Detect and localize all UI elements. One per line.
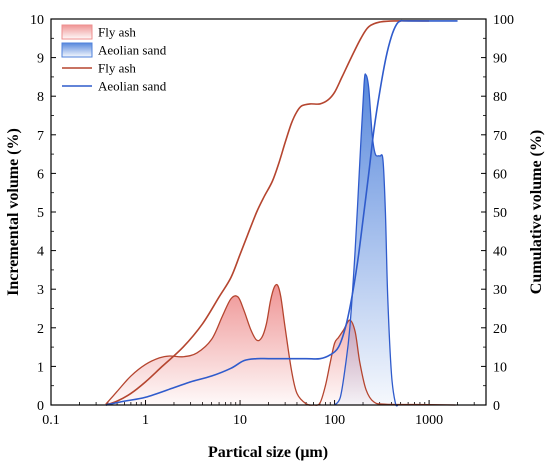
y-left-tick-label: 7 (37, 129, 44, 144)
x-tick-label: 0.1 (42, 413, 60, 428)
y-right-tick-label: 90 (493, 52, 507, 67)
fly-ash-cumulative-line (105, 20, 430, 406)
y-right-tick-label: 30 (493, 283, 507, 298)
y-right-tick-label: 40 (493, 245, 507, 260)
x-axis-title: Partical size (μm) (208, 444, 328, 461)
x-tick-label: 10 (233, 413, 247, 428)
y-right-tick-label: 80 (493, 90, 507, 105)
y-left-tick-label: 0 (37, 399, 44, 414)
legend-swatch-aeolian-sand-area (61, 42, 93, 58)
x-tick-label: 100 (324, 413, 345, 428)
y-left-tick-label: 4 (37, 245, 44, 260)
legend-label: Aeolian sand (98, 43, 167, 58)
y-left-tick-label: 1 (37, 360, 44, 375)
y-right-tick-label: 70 (493, 129, 507, 144)
legend: Fly ash Aeolian sand Fly ash Aeolian sand (61, 24, 167, 94)
y-left-tick-label: 8 (37, 90, 44, 105)
y-right-tick-label: 10 (493, 360, 507, 375)
x-tick-label: 1000 (415, 413, 443, 428)
y-left-tick-label: 2 (37, 322, 44, 337)
y-left-tick-label: 10 (30, 13, 44, 28)
y-axis-right-title: Cumulative volume (%) (528, 130, 545, 294)
fly-ash-incremental-area (105, 284, 456, 406)
fly-ash-incremental-line (105, 283, 456, 406)
x-tick-label: 1 (142, 413, 149, 428)
aeolian-sand-incremental-line (334, 73, 399, 407)
aeolian-sand-cumulative-line (105, 19, 458, 406)
legend-label: Fly ash (98, 61, 136, 76)
y-left-tick-label: 9 (37, 52, 44, 67)
legend-label: Fly ash (98, 25, 136, 40)
y-left-tick-label: 3 (37, 283, 44, 298)
lines-layer (105, 19, 458, 407)
ticks-layer: 0.1 1 10 100 1000012345678910010203040506070… (30, 13, 514, 428)
y-right-tick-label: 20 (493, 322, 507, 337)
y-left-tick-label: 6 (37, 167, 44, 182)
legend-label: Aeolian sand (98, 79, 167, 94)
y-right-tick-label: 50 (493, 206, 507, 221)
areas-layer (105, 73, 456, 406)
y-right-tick-label: 100 (493, 13, 514, 28)
y-right-tick-label: 60 (493, 167, 507, 182)
y-left-tick-label: 5 (37, 206, 44, 221)
plot-frame (50, 18, 487, 406)
y-axis-left-title: Incremental volume (%) (5, 128, 22, 296)
y-right-tick-label: 0 (493, 399, 500, 414)
legend-swatch-fly-ash-area (61, 24, 93, 40)
